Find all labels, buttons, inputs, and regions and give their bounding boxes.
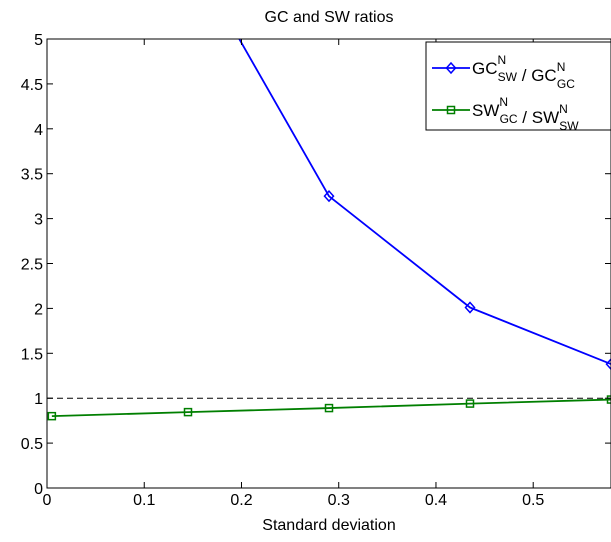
x-tick-label: 0.5	[522, 492, 544, 509]
y-tick-label: 4.5	[21, 77, 43, 94]
x-tick-label: 0.4	[425, 492, 447, 509]
y-tick-label: 5	[34, 32, 43, 49]
x-tick-label: 0.2	[230, 492, 252, 509]
legend-label-part: GC	[531, 66, 557, 85]
legend-label-subscript: GC	[557, 77, 575, 91]
y-tick-label: 1.5	[21, 346, 43, 363]
legend-label-superscript: N	[499, 95, 508, 109]
legend-label-subscript: SW	[559, 119, 579, 133]
y-tick-label: 3.5	[21, 167, 43, 184]
legend-label-superscript: N	[498, 53, 507, 67]
legend-label-subscript: GC	[500, 112, 518, 126]
y-tick-label: 1	[34, 391, 43, 408]
legend-label-superscript: N	[559, 102, 568, 116]
x-tick-label: 0	[43, 492, 52, 509]
legend-label-part: SW	[532, 108, 559, 127]
legend-label-part: GC	[472, 59, 498, 78]
y-tick-label: 0.5	[21, 436, 43, 453]
legend-label-part: /	[518, 108, 532, 127]
x-tick-label: 0.1	[133, 492, 155, 509]
y-tick-label: 0	[34, 481, 43, 498]
legend-label-subscript: SW	[498, 70, 518, 84]
legend-label-superscript: N	[557, 60, 566, 74]
y-tick-label: 2	[34, 301, 43, 318]
legend-label-part: /	[517, 66, 531, 85]
y-tick-label: 4	[34, 122, 43, 139]
y-tick-label: 3	[34, 212, 43, 229]
legend-label-part: SW	[472, 101, 499, 120]
x-tick-label: 0.3	[328, 492, 350, 509]
chart-title: GC and SW ratios	[265, 9, 394, 26]
y-tick-label: 2.5	[21, 257, 43, 274]
x-axis-label: Standard deviation	[262, 517, 395, 534]
